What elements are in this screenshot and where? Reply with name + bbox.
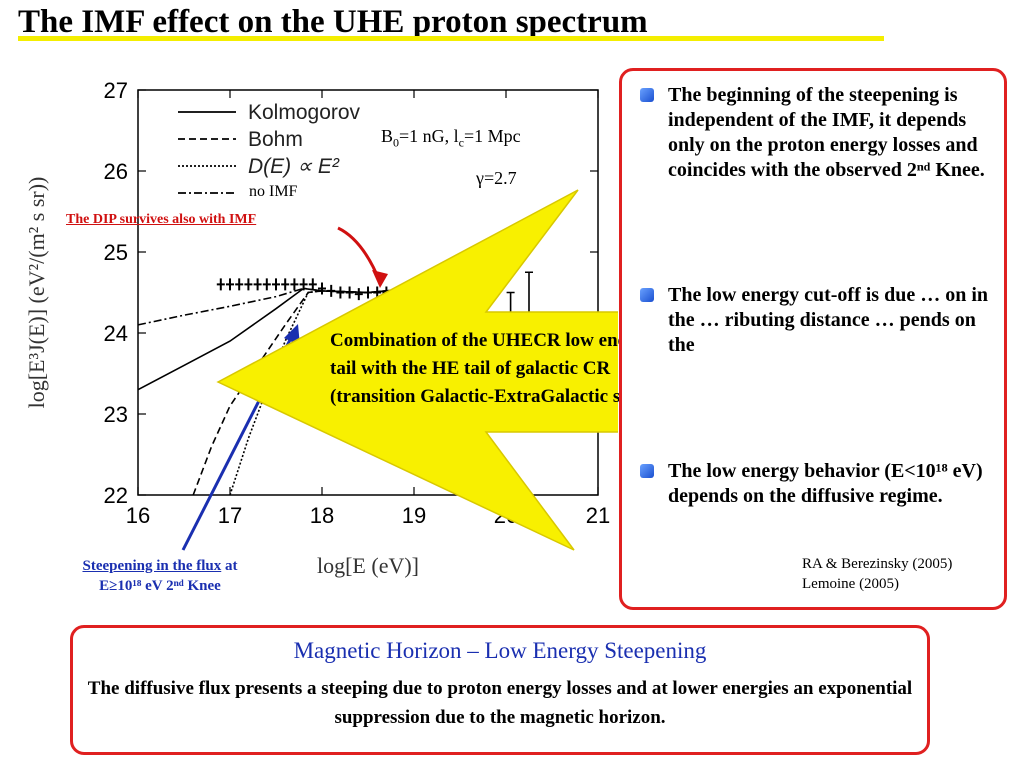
x-axis-label: log[E (eV)] — [317, 553, 419, 578]
y-tick-label: 25 — [104, 240, 128, 265]
steepening-label-knee: E≥10¹⁸ eV 2ⁿᵈ Knee — [99, 578, 221, 594]
dip-arrow-shaft — [337, 226, 382, 283]
plot-frame — [137, 89, 599, 496]
data-point — [235, 278, 244, 291]
data-point — [354, 288, 363, 301]
bullet-icon — [640, 288, 654, 302]
data-point — [364, 286, 372, 299]
legend-label-2: D(E) ∝ E² — [248, 155, 340, 178]
steepening-label-at: at — [221, 558, 238, 574]
data-point — [272, 278, 280, 291]
ref-1: RA & Berezinsky (2005) — [802, 556, 953, 572]
bullet-3-text: The low energy behavior (E<10¹⁸ eV) depe… — [668, 460, 983, 507]
data-point — [308, 278, 317, 291]
bullet-1: The beginning of the steepening is indep… — [640, 83, 996, 183]
data-point — [281, 278, 290, 291]
legend-label-1: Bohm — [248, 128, 303, 151]
chart-svg: 161718192021222324252627log[E (eV)]log[E… — [24, 78, 618, 578]
ref-2: Lemoine (2005) — [802, 576, 900, 592]
x-tick-label: 21 — [586, 503, 610, 528]
arrow-line-3: (transition Galactic-ExtraGalactic see l… — [330, 386, 687, 407]
arrow-line-1: Combination of the UHECR low energy — [330, 330, 654, 351]
summary-heading: Magnetic Horizon – Low Energy Steepening — [293, 638, 707, 663]
legend-no-imf-label: no IMF — [249, 183, 298, 200]
legend-label-0: Kolmogorov — [248, 101, 361, 124]
x-tick-label: 19 — [402, 503, 426, 528]
notes-box: The beginning of the steepening is indep… — [619, 68, 1007, 610]
y-tick-label: 26 — [104, 159, 128, 184]
bullet-icon — [640, 88, 654, 102]
y-axis-label: log[E³J(E)] (eV²/(m² s sr)) — [24, 177, 49, 409]
summary-body: The diffusive flux presents a steeping d… — [87, 678, 913, 728]
dip-arrow-head — [372, 270, 388, 288]
data-point — [262, 278, 271, 291]
references: RA & Berezinsky (2005) Lemoine (2005) — [802, 554, 952, 594]
dip-label: The DIP survives also with IMF — [66, 212, 257, 227]
bullet-2-text: The low energy cut-off is due … on in th… — [668, 284, 988, 356]
y-tick-label: 22 — [104, 483, 128, 508]
y-tick-label: 23 — [104, 402, 128, 427]
data-point — [299, 278, 308, 291]
arrow-line-2: tail with the HE tail of galactic CR — [330, 358, 611, 379]
steepening-label: Steepening in the flux at E≥10¹⁸ eV 2ⁿᵈ … — [38, 556, 282, 596]
x-tick-label: 18 — [310, 503, 334, 528]
data-point — [327, 284, 336, 297]
data-point — [253, 278, 262, 291]
bullet-3: The low energy behavior (E<10¹⁸ eV) depe… — [640, 459, 996, 509]
chart: 161718192021222324252627log[E (eV)]log[E… — [18, 70, 618, 610]
data-point — [318, 282, 326, 295]
y-tick-label: 27 — [104, 78, 128, 103]
steepening-label-underlined: Steepening in the flux — [82, 558, 222, 574]
data-point — [216, 278, 225, 291]
bullet-1-text: The beginning of the steepening is indep… — [668, 84, 985, 181]
x-tick-label: 16 — [126, 503, 150, 528]
bullet-icon — [640, 464, 654, 478]
transition-arrow — [216, 189, 618, 551]
bullet-2: The low energy cut-off is due … on in th… — [640, 283, 996, 358]
data-point — [244, 278, 253, 291]
param-b0: B0=1 nG, lc=1 Mpc — [381, 126, 521, 150]
data-point — [290, 278, 299, 291]
x-tick-label: 17 — [218, 503, 242, 528]
title-underline — [18, 36, 884, 41]
data-point — [345, 286, 354, 299]
param-gamma: γ=2.7 — [476, 168, 517, 188]
data-point — [226, 278, 234, 291]
y-tick-label: 24 — [104, 321, 128, 346]
slide-title: The IMF effect on the UHE proton spectru… — [18, 4, 648, 40]
summary-box: Magnetic Horizon – Low Energy Steepening… — [70, 625, 930, 755]
data-point — [336, 286, 345, 299]
arrow-caption: Combination of the UHECR low energy tail… — [330, 327, 686, 411]
